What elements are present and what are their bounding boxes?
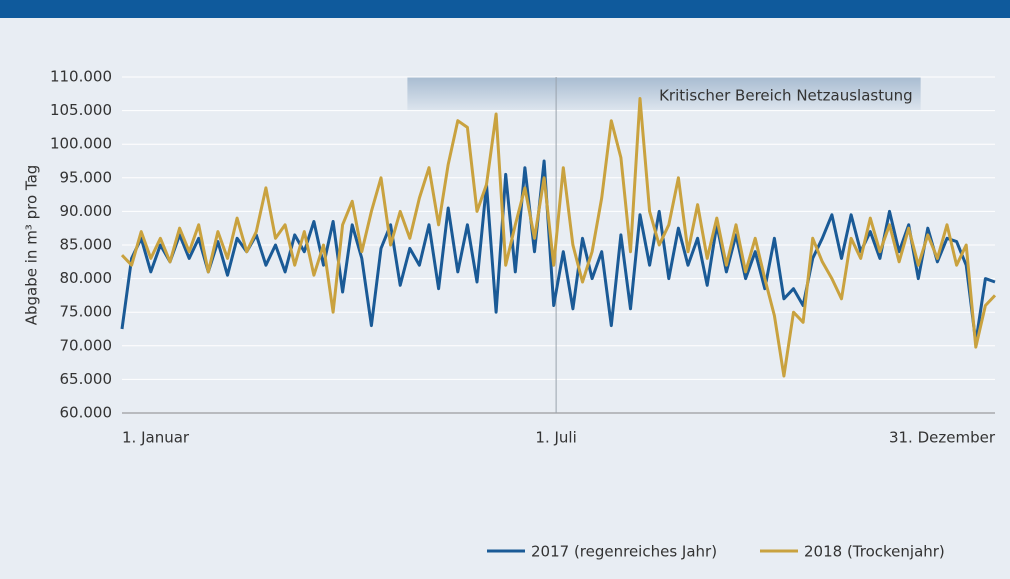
y-tick-label: 75.000 <box>60 303 113 321</box>
y-axis-label: Abgabe in m³ pro Tag <box>23 165 41 326</box>
y-tick-label: 95.000 <box>60 168 113 186</box>
x-tick-label: 31. Dezember <box>889 429 996 447</box>
y-tick-label: 70.000 <box>60 336 113 354</box>
legend-label: 2017 (regenreiches Jahr) <box>531 543 717 561</box>
y-tick-label: 85.000 <box>60 236 113 254</box>
x-tick-label: 1. Januar <box>122 429 190 447</box>
y-tick-label: 100.000 <box>50 135 112 153</box>
series-line <box>120 97 997 378</box>
y-tick-label: 60.000 <box>60 404 113 422</box>
x-tick-label: 1. Juli <box>535 429 576 447</box>
critical-band <box>407 77 921 111</box>
top-bar <box>0 0 1010 18</box>
series-line <box>120 159 996 344</box>
y-tick-label: 80.000 <box>60 269 113 287</box>
y-tick-label: 90.000 <box>60 202 113 220</box>
y-tick-label: 65.000 <box>60 370 113 388</box>
y-tick-label: 105.000 <box>50 101 112 119</box>
legend-label: 2018 (Trockenjahr) <box>804 543 945 561</box>
y-tick-label: 110.000 <box>50 68 112 86</box>
annotation-label: Kritischer Bereich Netzauslastung <box>659 86 913 104</box>
